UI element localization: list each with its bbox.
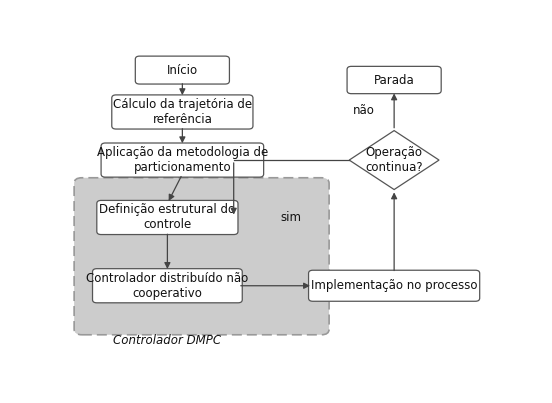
FancyBboxPatch shape: [135, 56, 230, 84]
Polygon shape: [349, 131, 439, 189]
Text: sim: sim: [281, 211, 302, 224]
Text: não: não: [353, 104, 375, 117]
FancyBboxPatch shape: [309, 270, 480, 301]
FancyBboxPatch shape: [97, 200, 238, 235]
FancyBboxPatch shape: [112, 95, 253, 129]
Text: Parada: Parada: [374, 73, 415, 87]
Text: Definição estrutural do
controle: Definição estrutural do controle: [99, 204, 236, 231]
Text: Implementação no processo: Implementação no processo: [311, 279, 477, 292]
Text: Operação
continua?: Operação continua?: [365, 146, 423, 174]
FancyBboxPatch shape: [74, 178, 329, 335]
FancyBboxPatch shape: [101, 143, 264, 177]
Text: Início: Início: [167, 64, 198, 77]
FancyBboxPatch shape: [347, 66, 441, 93]
Text: Cálculo da trajetória de
referência: Cálculo da trajetória de referência: [113, 98, 252, 126]
Text: Controlador DMPC: Controlador DMPC: [113, 334, 221, 347]
Text: Controlador distribuído não
cooperativo: Controlador distribuído não cooperativo: [86, 272, 248, 300]
Text: Aplicação da metodologia de
particionamento: Aplicação da metodologia de particioname…: [97, 146, 268, 174]
FancyBboxPatch shape: [93, 269, 242, 303]
